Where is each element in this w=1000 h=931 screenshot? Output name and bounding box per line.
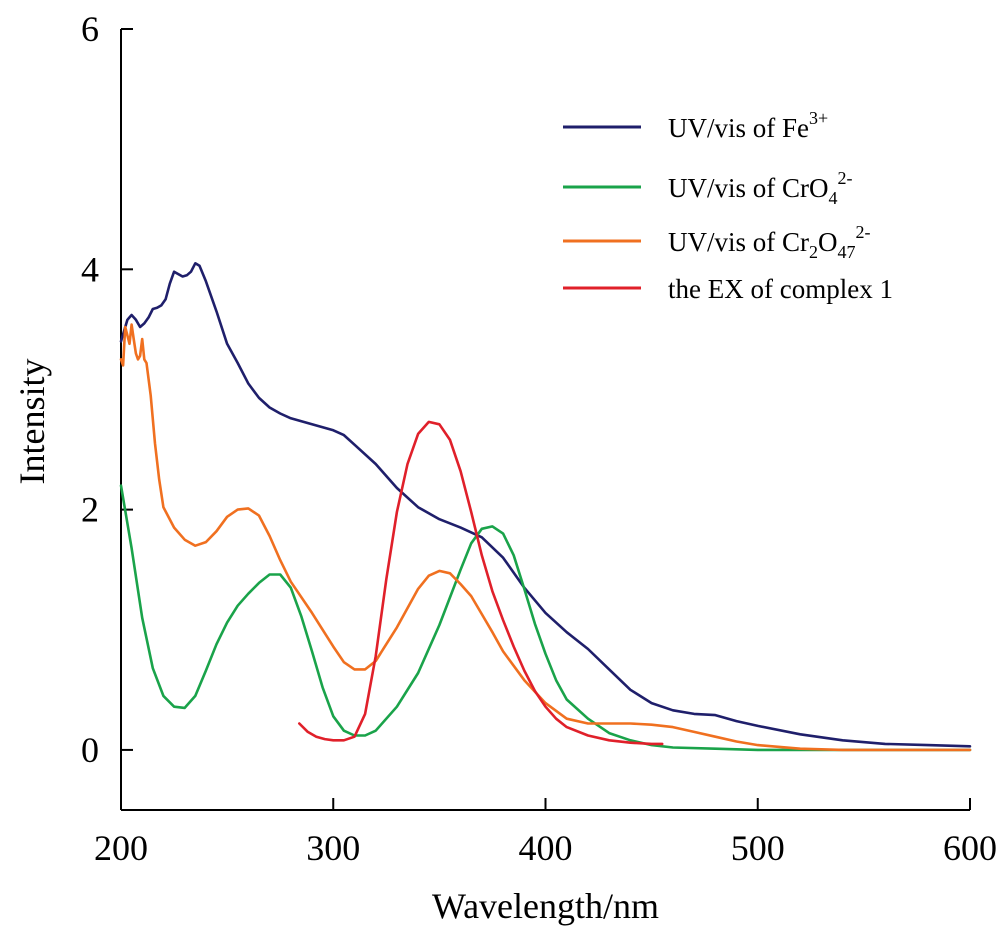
x-tick-label: 500 (731, 828, 785, 868)
series-line-2 (119, 323, 972, 752)
x-axis-title: Wavelength/nm (432, 886, 659, 926)
legend-label-1: UV/vis of CrO42- (668, 168, 853, 208)
axes: 200 300 400 500 600 0 2 4 6 (81, 9, 997, 868)
y-tick-label: 4 (81, 249, 99, 289)
series-line-3 (298, 420, 664, 746)
y-axis-title: Intensity (12, 359, 52, 485)
legend-label-0: UV/vis of Fe3+ (668, 108, 828, 143)
x-tick-label: 200 (94, 828, 148, 868)
x-tick-label: 600 (943, 828, 997, 868)
y-tick-label: 2 (81, 490, 99, 530)
y-tick-label: 0 (81, 730, 99, 770)
x-tick-label: 300 (306, 828, 360, 868)
x-tick-label: 400 (519, 828, 573, 868)
series-line-0 (119, 262, 972, 748)
series-line-1 (119, 484, 972, 752)
y-tick-label: 6 (81, 9, 99, 49)
series-lines (119, 262, 972, 752)
legend-label-3: the EX of complex 1 (668, 274, 893, 304)
legend: UV/vis of Fe3+ UV/vis of CrO42- UV/vis of … (563, 108, 893, 304)
legend-label-2: UV/vis of Cr2O472- (668, 222, 871, 262)
